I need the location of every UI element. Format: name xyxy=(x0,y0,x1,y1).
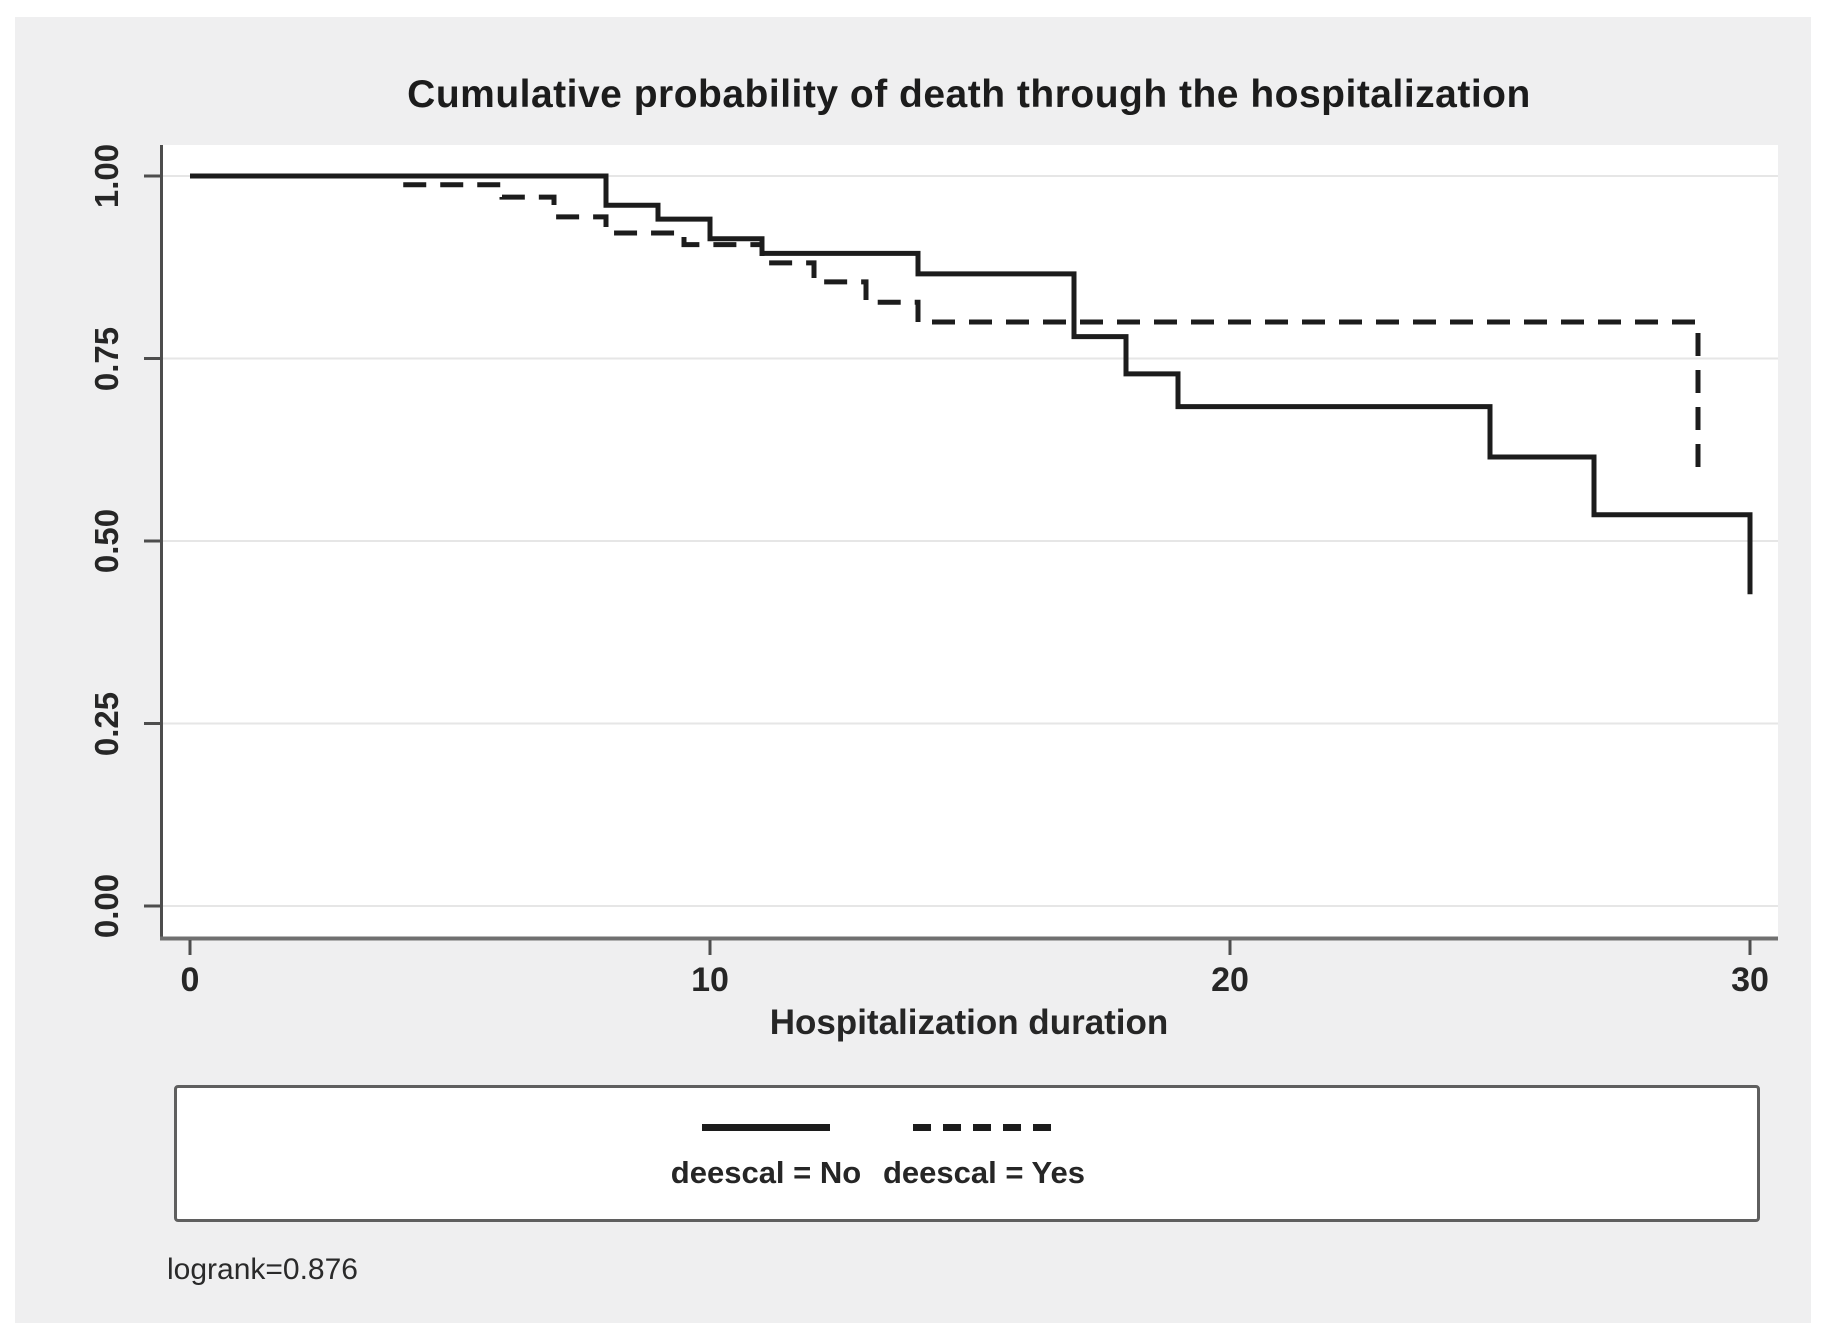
legend-line-sample-solid xyxy=(702,1124,830,1131)
y-tick-label: 1.00 xyxy=(88,143,125,209)
legend-entry: deescal = Yes xyxy=(844,1110,1124,1210)
x-tick-label: 30 xyxy=(1731,961,1769,999)
legend-label: deescal = Yes xyxy=(883,1155,1085,1190)
legend-entry: deescal = No xyxy=(626,1110,906,1210)
km-curve-dashed xyxy=(190,173,1701,468)
plot-area xyxy=(144,145,1778,955)
y-tick-label: 0.75 xyxy=(88,326,125,391)
legend-label: deescal = No xyxy=(670,1155,862,1190)
km-curve-solid xyxy=(190,173,1753,595)
x-tick-label: 20 xyxy=(1211,961,1249,999)
y-tick-label: 0.25 xyxy=(88,691,125,756)
x-tick-label: 0 xyxy=(180,961,200,999)
x-axis-title: Hospitalization duration xyxy=(769,1003,1169,1042)
y-tick-label: 0.00 xyxy=(88,873,125,939)
chart-title: Cumulative probability of death through … xyxy=(407,73,1531,116)
y-tick-label: 0.50 xyxy=(88,508,125,574)
legend-line-sample-dashed xyxy=(913,1124,1055,1131)
chart-panel: Cumulative probability of death through … xyxy=(15,17,1811,1323)
logrank-annotation: logrank=0.876 xyxy=(167,1253,358,1286)
legend-box: deescal = No deescal = Yes xyxy=(174,1085,1760,1222)
x-tick-label: 10 xyxy=(691,961,729,999)
kaplan-meier-plot xyxy=(144,145,1778,955)
